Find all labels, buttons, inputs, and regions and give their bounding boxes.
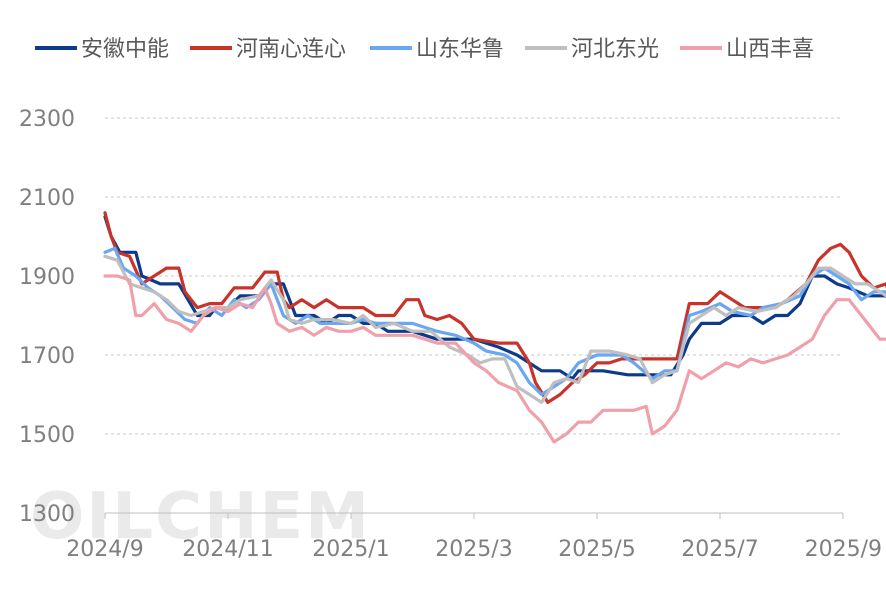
x-tick-label: 2025/3 [435,537,512,562]
x-tick-label: 2025/7 [681,537,758,562]
watermark-logo: OILCHEM [30,480,371,554]
y-tick-label: 1300 [19,502,75,527]
grid-layer [105,117,843,435]
series-line-5 [103,274,886,444]
axis-layer: 1300 1500 1700 1900 2100 2300 2024/9 2024/11 202… [19,107,882,562]
x-tick-label: 2025/5 [558,537,635,562]
legend-label: 山西丰喜 [726,37,814,62]
y-tick-label: 1500 [19,423,75,448]
x-tick-label: 2025/1 [312,537,389,562]
legend-label: 河南心连心 [236,37,346,62]
x-tick-label: 2024/11 [182,537,273,562]
y-tick-label: 1900 [19,265,75,290]
legend-label: 山东华鲁 [416,37,504,62]
legend-label: 安徽中能 [81,37,169,62]
series-line-3 [103,246,886,397]
series-line-4 [103,254,886,404]
series-layer [103,211,886,444]
legend: 安徽中能 河南心连心 山东华鲁 河北东光 山西丰喜 [35,37,814,62]
y-tick-label: 1700 [19,344,75,369]
series-line-2 [103,211,886,404]
y-tick-label: 2300 [19,107,75,132]
x-tick-label: 2025/9 [805,537,882,562]
x-tick-label: 2024/9 [66,537,143,562]
y-tick-label: 2100 [19,186,75,211]
legend-label: 河北东光 [571,37,659,62]
